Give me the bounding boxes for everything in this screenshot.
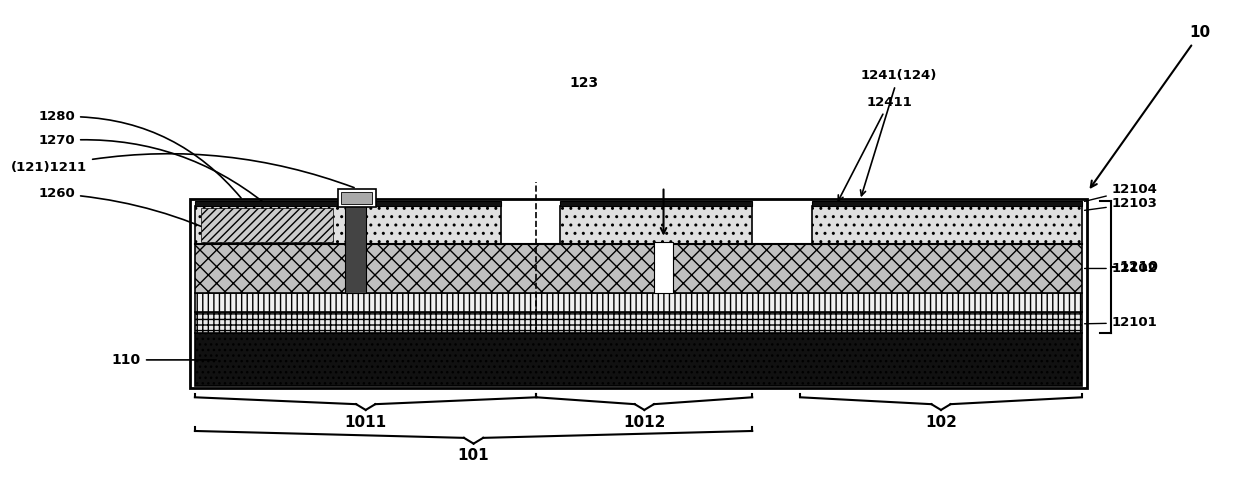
Text: 1210: 1210	[1119, 260, 1157, 274]
Text: 1280: 1280	[38, 110, 242, 198]
Text: 101: 101	[457, 449, 489, 464]
Text: 1260: 1260	[38, 187, 228, 239]
Text: 1241(124): 1241(124)	[860, 70, 937, 196]
Bar	[560, 201, 752, 206]
Text: 110: 110	[112, 353, 216, 367]
Text: 12411: 12411	[839, 96, 912, 201]
Text: 12103: 12103	[1084, 197, 1157, 211]
Bar	[190, 199, 1087, 388]
Text: 12101: 12101	[1084, 317, 1157, 329]
Bar	[812, 201, 1082, 206]
Text: (121)1211: (121)1211	[11, 154, 354, 188]
Text: 1270: 1270	[38, 135, 265, 203]
Bar	[195, 333, 1082, 386]
Text: 10: 10	[1090, 26, 1211, 187]
Text: 1012: 1012	[623, 415, 665, 430]
Bar	[344, 201, 367, 292]
Bar	[195, 312, 1082, 333]
Bar	[337, 189, 375, 207]
Bar	[195, 292, 1082, 312]
Bar	[195, 201, 501, 206]
Text: 1011: 1011	[344, 415, 387, 430]
Text: 102: 102	[926, 415, 957, 430]
Bar	[341, 192, 372, 204]
Bar	[195, 244, 1082, 292]
Bar	[201, 208, 333, 242]
Text: 12104: 12104	[1084, 182, 1157, 201]
Bar	[812, 206, 1082, 244]
Bar	[560, 206, 752, 244]
Bar	[195, 206, 501, 244]
Bar	[654, 242, 673, 292]
Text: 12102: 12102	[1084, 262, 1157, 275]
Text: 123: 123	[570, 76, 598, 90]
